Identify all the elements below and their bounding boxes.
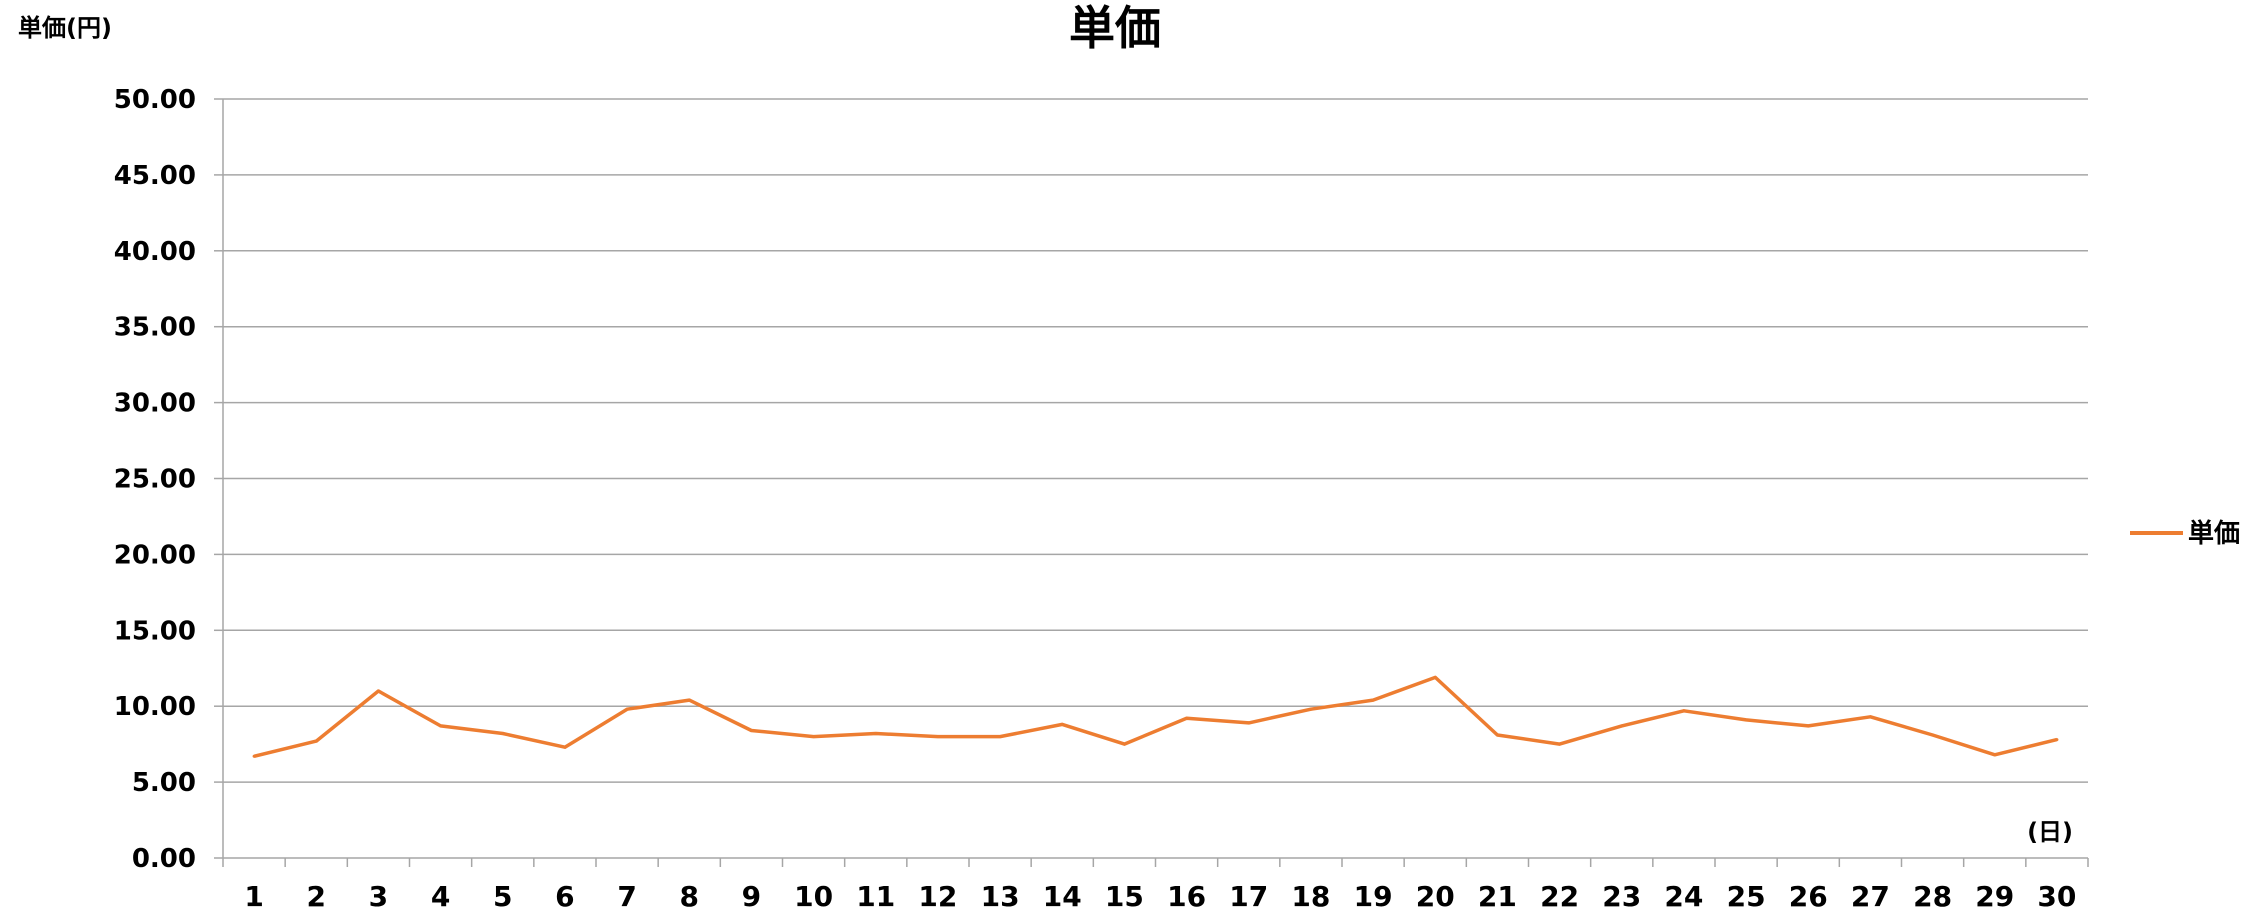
x-tick-label: 3: [369, 880, 388, 912]
data-point: [1247, 721, 1251, 725]
x-tick-label: 4: [431, 880, 450, 912]
x-tick-label: 22: [1540, 880, 1579, 912]
data-point: [1868, 715, 1872, 719]
data-point: [1806, 724, 1810, 728]
x-tick-label: 21: [1478, 880, 1517, 912]
x-tick-label: 19: [1354, 880, 1393, 912]
y-tick-label: 15.00: [114, 616, 196, 646]
y-tick-label: 35.00: [114, 313, 196, 343]
x-tick-label: 26: [1789, 880, 1828, 912]
data-point: [1122, 742, 1126, 746]
x-tick-label: 13: [981, 880, 1020, 912]
x-tick-label: 9: [742, 880, 761, 912]
y-axis-label: 単価(円): [18, 14, 112, 42]
x-tick-label: 30: [2037, 880, 2076, 912]
x-tick-label: 15: [1105, 880, 1144, 912]
data-point: [1993, 753, 1997, 757]
y-tick-label: 25.00: [114, 465, 196, 495]
x-tick-label: 1: [244, 880, 263, 912]
y-tick-label: 50.00: [114, 85, 196, 115]
x-tick-label: 2: [307, 880, 326, 912]
y-tick-label: 10.00: [114, 692, 196, 722]
legend-label-unit-price: 単価: [2188, 519, 2240, 549]
data-point: [252, 754, 256, 758]
data-point: [1931, 733, 1935, 737]
data-point: [1620, 724, 1624, 728]
x-tick-label: 27: [1851, 880, 1890, 912]
x-tick-label: 29: [1975, 880, 2014, 912]
chart-title: 単価: [1069, 1, 1161, 55]
x-tick-label: 17: [1229, 880, 1268, 912]
gridlines: [223, 98, 2088, 783]
data-point: [749, 728, 753, 732]
data-point: [1060, 722, 1064, 726]
x-tick-label: 7: [617, 880, 636, 912]
x-tick-label: 10: [794, 880, 833, 912]
data-point: [998, 735, 1002, 739]
x-tick-label: 16: [1167, 880, 1206, 912]
x-tick-label: 18: [1291, 880, 1330, 912]
data-point: [1744, 718, 1748, 722]
y-tick-label: 40.00: [114, 237, 196, 267]
series-line-unit-price: [253, 675, 2058, 758]
x-tick-label: 6: [555, 880, 574, 912]
data-point: [687, 698, 691, 702]
data-point: [1495, 733, 1499, 737]
data-point: [376, 689, 380, 693]
data-point: [563, 745, 567, 749]
y-tick-label: 20.00: [114, 540, 196, 570]
data-point: [1433, 675, 1437, 679]
x-tick-label: 25: [1727, 880, 1766, 912]
data-point: [812, 735, 816, 739]
x-axis-label: (日): [2027, 818, 2073, 846]
data-point: [314, 739, 318, 743]
data-point: [439, 724, 443, 728]
x-tick-label: 24: [1664, 880, 1703, 912]
x-tick-label: 20: [1416, 880, 1455, 912]
legend: 単価: [2130, 519, 2240, 549]
y-tick-labels: 0.00 5.00 10.00 15.00 20.00 25.00 30.00 35.00 40…: [114, 85, 196, 874]
x-tick-label: 5: [493, 880, 512, 912]
data-point: [2055, 738, 2059, 742]
series-lines: [252, 675, 2059, 758]
data-point: [1682, 709, 1686, 713]
y-tick-label: 5.00: [132, 768, 196, 798]
x-tick-labels: 1 2 3 4 5 6 7 8 9 10 11 12 13 14 15 16 17 18 19 20 21 22 23 24 2…: [244, 880, 2076, 913]
data-point: [874, 732, 878, 736]
y-tick-label: 0.00: [132, 844, 196, 874]
x-tick-label: 23: [1602, 880, 1641, 912]
x-tick-label: 11: [856, 880, 895, 912]
data-point: [1185, 716, 1189, 720]
x-tick-label: 8: [680, 880, 699, 912]
data-point: [1309, 707, 1313, 711]
x-tick-label: 28: [1913, 880, 1952, 912]
axes: [214, 98, 2089, 867]
data-point: [1558, 742, 1562, 746]
x-tick-label: 14: [1043, 880, 1082, 912]
data-point: [501, 732, 505, 736]
data-point: [936, 735, 940, 739]
y-tick-label: 45.00: [114, 161, 196, 191]
data-point: [1371, 698, 1375, 702]
x-tick-label: 12: [918, 880, 957, 912]
y-tick-label: 30.00: [114, 389, 196, 419]
data-point: [625, 707, 629, 711]
